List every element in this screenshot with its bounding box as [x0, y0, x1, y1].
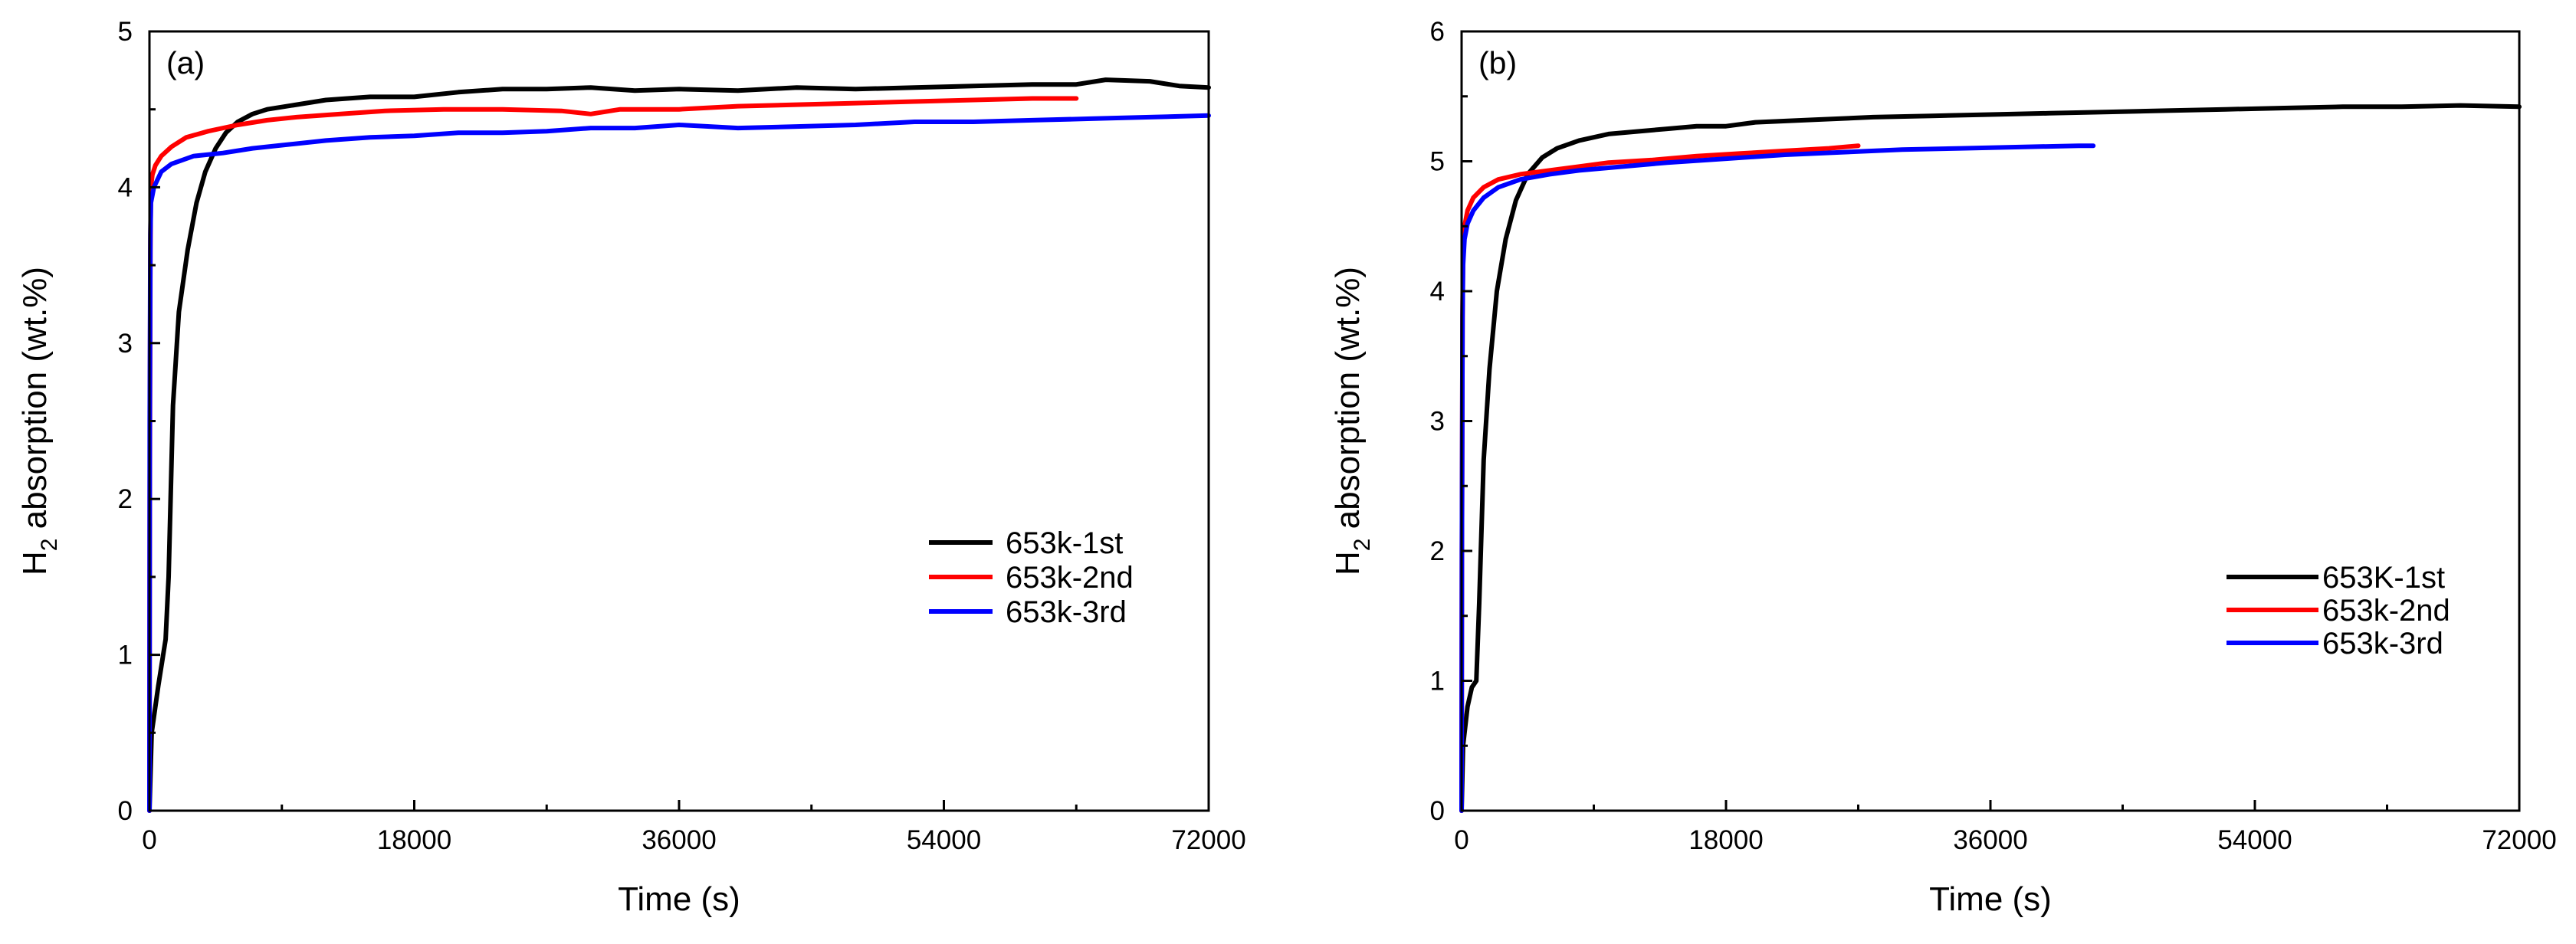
plot-area-frame [148, 30, 1210, 812]
x-tick-label: 0 [1454, 825, 1468, 855]
y-tick-label: 1 [118, 641, 133, 670]
y-axis-label: H2 absorption (wt.%) [16, 267, 62, 575]
y-tick-label: 1 [1430, 667, 1445, 697]
y-axis-label-main: H [1329, 551, 1367, 575]
y-axis-label-text: absorption (wt.%) [1329, 267, 1367, 539]
y-tick-label: 2 [118, 484, 133, 514]
y-axis-label: H2 absorption (wt.%) [1329, 267, 1375, 575]
y-tick-label: 5 [118, 17, 133, 47]
series-line-653K-1st [1459, 103, 2522, 813]
legend-label: 653k-3rd [2322, 627, 2443, 660]
legend-label: 653k-2nd [2322, 594, 2450, 628]
x-axis-label: Time (s) [618, 880, 740, 918]
x-tick-label: 54000 [907, 825, 981, 855]
y-tick-label: 3 [118, 329, 133, 359]
chart-panel-b: 0 18000 36000 54000 72000 0 1 2 3 4 5 6 (b) Time (s) H… [1329, 17, 2557, 918]
y-tick-label: 0 [1430, 796, 1445, 826]
x-tick-label: 72000 [1171, 825, 1245, 855]
y-tick-label: 5 [1430, 147, 1445, 177]
y-axis-label-subscript: 2 [1350, 539, 1375, 552]
x-tick-label: 36000 [1953, 825, 2027, 855]
legend-label: 653k-1st [1006, 526, 1123, 560]
legend-label: 653k-2nd [1006, 561, 1134, 595]
x-tick-label: 54000 [2217, 825, 2292, 855]
x-tick-label: 18000 [1688, 825, 1763, 855]
legend-label: 653K-1st [2322, 561, 2445, 595]
y-tick-label: 6 [1430, 17, 1445, 47]
series-line-653k-3rd [147, 113, 1211, 813]
y-axis-label-text: absorption (wt.%) [16, 267, 54, 539]
series-line-653k-3rd [1459, 143, 2096, 813]
x-axis-label: Time (s) [1929, 880, 2052, 918]
series-line-653k-2nd [147, 96, 1079, 813]
y-tick-label: 0 [118, 796, 133, 826]
y-axis-label-main: H [16, 551, 54, 575]
panel-label: (b) [1478, 45, 1517, 80]
y-tick-label: 2 [1430, 536, 1445, 566]
y-tick-label: 3 [1430, 407, 1445, 437]
x-tick-label: 72000 [2482, 825, 2556, 855]
x-tick-label: 18000 [377, 825, 451, 855]
x-tick-label: 36000 [642, 825, 716, 855]
legend-label: 653k-3rd [1006, 595, 1127, 629]
y-tick-label: 4 [1430, 277, 1445, 306]
x-tick-label: 0 [142, 825, 156, 855]
series-line-653k-1st [147, 77, 1211, 813]
panel-label: (a) [166, 45, 205, 80]
series-line-653k-2nd [1459, 143, 1861, 813]
y-tick-label: 4 [118, 172, 133, 202]
y-axis-label-subscript: 2 [37, 539, 62, 552]
